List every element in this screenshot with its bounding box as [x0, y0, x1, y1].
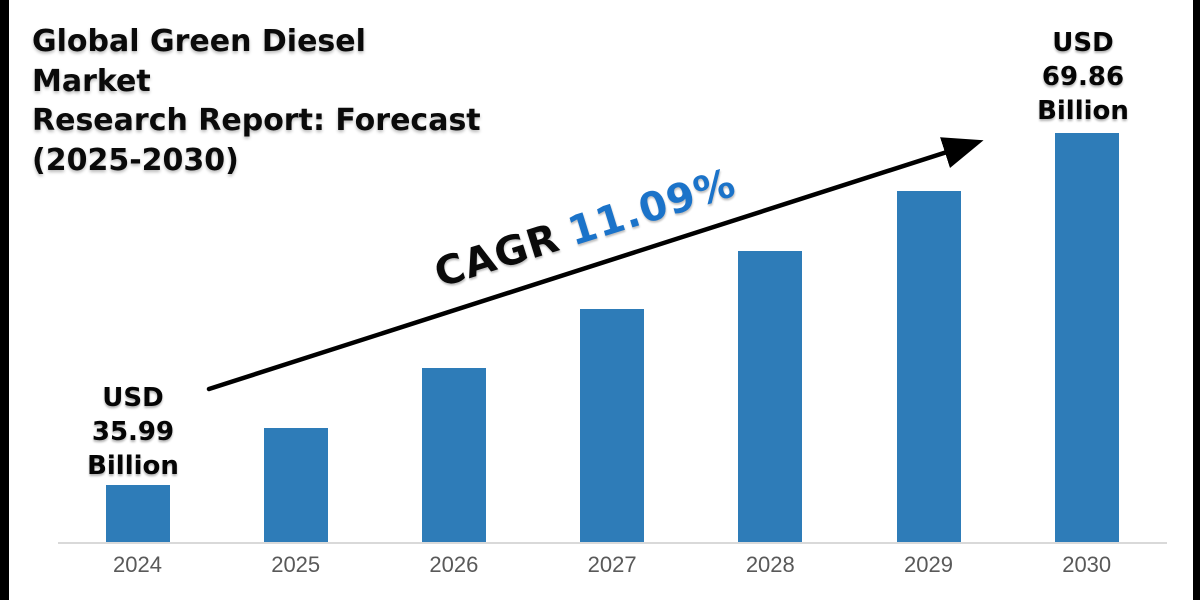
left-letterbox-bar [0, 0, 9, 600]
bar-2027 [580, 309, 645, 544]
x-axis-label-2026: 2026 [429, 552, 479, 577]
chart-title-line-2: Research Report: Forecast [32, 103, 481, 139]
value-label-2024-amount: 35.99 [91, 417, 175, 447]
bar-2024 [105, 485, 170, 544]
x-axis-label-2025: 2025 [271, 552, 321, 577]
value-label-2030-unit: Billion [1037, 96, 1129, 126]
value-label-2030-amount: 69.86 [1041, 62, 1125, 92]
x-axis-label-2027: 2027 [587, 552, 637, 577]
x-axis-label-2030: 2030 [1062, 552, 1112, 577]
value-label-2030-currency: USD [1052, 28, 1114, 58]
x-axis-label-2028: 2028 [745, 552, 795, 577]
bar-2030 [1054, 133, 1119, 544]
value-label-2024-currency: USD [102, 383, 164, 413]
chart-title: Global Green Diesel Market Research Repo… [32, 22, 492, 180]
x-axis-label-2029: 2029 [904, 552, 953, 577]
value-label-2030: USD 69.86 Billion [998, 26, 1168, 128]
value-label-2024-unit: Billion [87, 451, 179, 481]
chart-title-line-1: Global Green Diesel Market [32, 24, 366, 99]
value-label-2024: USD 35.99 Billion [48, 381, 218, 483]
chart-title-line-3: (2025-2030) [32, 142, 239, 178]
bar-2025 [263, 428, 328, 544]
bar-2026 [421, 368, 486, 544]
bar-2028 [738, 251, 803, 544]
x-axis-label-2024: 2024 [113, 552, 162, 577]
bar-2029 [896, 191, 961, 544]
right-letterbox-bar [1193, 0, 1200, 600]
x-axis-line [58, 542, 1167, 544]
